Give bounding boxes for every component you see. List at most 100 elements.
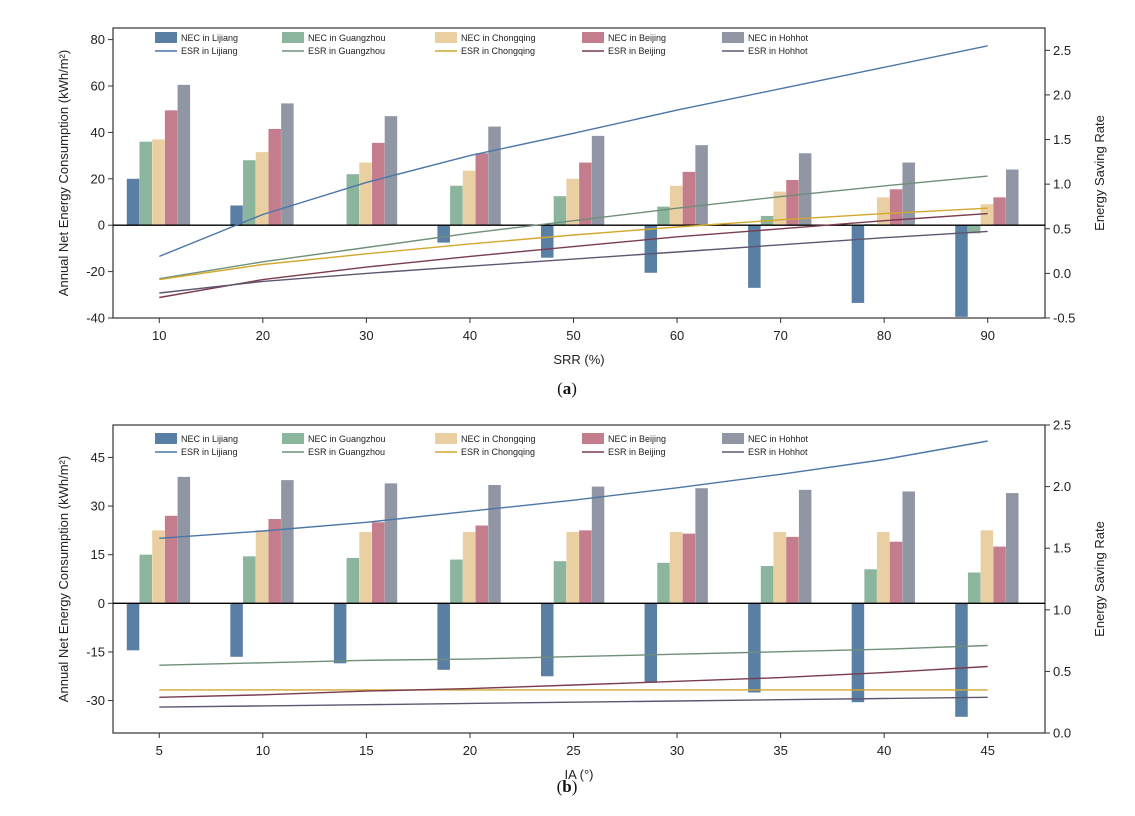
bar-nec-in-guangzhou-5: [139, 554, 152, 604]
y-tick-label: -20: [86, 264, 105, 279]
bar-nec-in-chongqing-40: [462, 170, 476, 226]
bar-nec-in-beijing-15: [371, 522, 385, 604]
line-esr-in-chongqing: [159, 207, 988, 281]
bar-nec-in-beijing-45: [993, 546, 1006, 604]
y-axis-title: Annual Net Energy Consumption (kWh/m²): [56, 456, 71, 702]
y-axis-title: Annual Net Energy Consumption (kWh/m²): [56, 50, 71, 296]
y2-tick-label: 2.0: [1053, 479, 1071, 494]
bar-nec-in-chongqing-30: [359, 162, 372, 226]
plot-frame: [112, 27, 1046, 319]
bar-nec-in-guangzhou-45: [967, 572, 981, 604]
legend-swatch: [155, 32, 177, 43]
bar-nec-in-chongqing-90: [980, 204, 994, 226]
x-tick-label: 15: [359, 743, 373, 758]
x-tick-label: 25: [566, 743, 580, 758]
bar-nec-in-guangzhou-90: [967, 225, 981, 234]
bar-nec-in-lijiang-30: [644, 603, 658, 683]
caption-letter: a: [563, 379, 572, 398]
y2-tick-label: 1.5: [1053, 132, 1071, 147]
y2-tick-label: 2.5: [1053, 418, 1071, 433]
chart-a: -40 -20 0 20 40 60 80 -0.5 0.0 0.5 1.0 1.5 2.0 2.5 10 2…: [56, 27, 1107, 398]
bar-nec-in-hohhot-10: [281, 480, 294, 604]
figure-caption: (a): [557, 379, 577, 398]
y2-tick-label: 0.0: [1053, 266, 1071, 281]
bar-nec-in-lijiang-35: [748, 603, 761, 693]
bar-nec-in-beijing-25: [579, 530, 592, 604]
legend-swatch: [435, 32, 457, 43]
x-tick-label: 30: [670, 743, 684, 758]
x-tick-label: 60: [670, 328, 684, 343]
bar-nec-in-chongqing-10: [152, 139, 165, 226]
bar-nec-in-chongqing-60: [669, 185, 683, 226]
bar-nec-in-lijiang-20: [437, 603, 450, 670]
bar-nec-in-beijing-90: [993, 197, 1006, 226]
legend-label: ESR in Chongqing: [461, 46, 535, 56]
legend-label: NEC in Lijiang: [181, 33, 238, 43]
bar-nec-in-guangzhou-60: [657, 206, 670, 226]
y-tick-label: 15: [91, 547, 105, 562]
y2-axis-title: Energy Saving Rate: [1092, 115, 1107, 231]
bar-nec-in-guangzhou-10: [243, 556, 256, 604]
x-axis-title: IA (°): [564, 767, 593, 782]
bar-nec-in-hohhot-80: [902, 162, 915, 226]
y-tick-label: 80: [91, 32, 105, 47]
y2-tick-label: -0.5: [1053, 311, 1075, 326]
bar-nec-in-guangzhou-40: [450, 185, 463, 226]
y-tick-label: 20: [91, 171, 105, 186]
y-tick-label: 40: [91, 125, 105, 140]
x-tick-label: 80: [877, 328, 891, 343]
legend-label: ESR in Guangzhou: [308, 447, 385, 457]
bar-nec-in-chongqing-40: [877, 531, 890, 604]
bar-nec-in-hohhot-15: [384, 483, 398, 604]
caption-close: ): [572, 777, 578, 796]
bar-nec-in-lijiang-15: [333, 603, 347, 664]
x-tick-label: 10: [256, 743, 270, 758]
y-tick-label: 45: [91, 450, 105, 465]
bar-nec-in-beijing-30: [682, 533, 696, 604]
bar-nec-in-lijiang-90: [955, 225, 968, 317]
legend-label: NEC in Chongqing: [461, 434, 536, 444]
x-tick-label: 10: [152, 328, 166, 343]
x-axis-title: SRR (%): [553, 352, 604, 367]
line-esr-in-hohhot: [159, 696, 988, 708]
bar-nec-in-beijing-20: [268, 128, 281, 226]
legend-label: NEC in Guangzhou: [308, 434, 386, 444]
bar-nec-in-chongqing-30: [669, 531, 683, 604]
line-esr-in-lijiang: [159, 440, 988, 539]
y2-tick-label: 2.5: [1053, 43, 1071, 58]
bar-nec-in-beijing-50: [579, 162, 592, 226]
bar-nec-in-beijing-10: [268, 519, 281, 604]
y2-tick-label: 0.0: [1053, 726, 1071, 741]
legend-label: ESR in Hohhot: [748, 447, 808, 457]
legend-label: NEC in Hohhot: [748, 434, 809, 444]
x-tick-label: 20: [463, 743, 477, 758]
y2-tick-label: 0.5: [1053, 664, 1071, 679]
line-esr-in-beijing: [159, 665, 988, 698]
bar-nec-in-guangzhou-15: [346, 557, 360, 604]
y2-tick-label: 2.0: [1053, 87, 1071, 102]
legend-label: ESR in Hohhot: [748, 46, 808, 56]
bar-nec-in-chongqing-25: [566, 531, 579, 604]
legend-label: NEC in Chongqing: [461, 33, 536, 43]
bar-nec-in-chongqing-80: [877, 197, 890, 226]
legend-label: NEC in Beijing: [608, 434, 666, 444]
bar-nec-in-lijiang-50: [541, 225, 554, 258]
bar-nec-in-beijing-60: [682, 171, 696, 226]
legend-label: NEC in Beijing: [608, 33, 666, 43]
bar-nec-in-chongqing-20: [255, 152, 269, 226]
line-esr-in-lijiang: [159, 45, 988, 258]
bar-nec-in-guangzhou-10: [139, 141, 152, 226]
legend-swatch: [582, 433, 604, 444]
bar-nec-in-chongqing-45: [980, 530, 994, 604]
bar-nec-in-guangzhou-50: [553, 196, 567, 226]
bar-nec-in-guangzhou-35: [760, 566, 774, 604]
legend-label: NEC in Guangzhou: [308, 33, 386, 43]
bar-nec-in-guangzhou-20: [450, 559, 463, 604]
x-tick-label: 90: [980, 328, 994, 343]
bar-nec-in-hohhot-40: [488, 126, 501, 226]
x-tick-label: 50: [566, 328, 580, 343]
bar-nec-in-hohhot-50: [591, 135, 605, 226]
bar-nec-in-beijing-30: [371, 142, 385, 226]
